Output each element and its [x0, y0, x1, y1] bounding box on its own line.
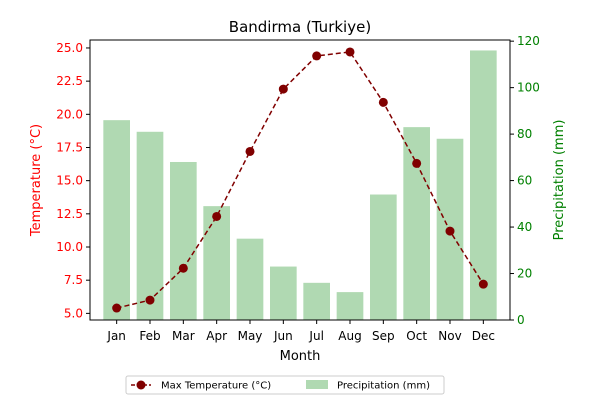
temperature-point-jan — [112, 303, 122, 313]
temperature-point-nov — [445, 226, 455, 236]
right-y-axis-label: Precipitation (mm) — [552, 120, 567, 241]
right-y-tick-label: 120 — [517, 34, 540, 48]
x-tick-label: Jul — [308, 329, 323, 343]
left-y-tick-label: 7.5 — [64, 273, 83, 287]
precipitation-bar-may — [236, 238, 264, 320]
right-y-axis: 0 20 40 60 80 100 120 — [510, 34, 540, 327]
left-y-axis: 5.0 7.5 10.0 12.5 15.0 17.5 20.0 22.5 25.0 — [56, 41, 90, 320]
precipitation-bar-dec — [470, 50, 497, 321]
left-y-tick-label: 20.0 — [56, 107, 83, 121]
temperature-point-apr — [212, 211, 222, 221]
right-y-tick-label: 0 — [517, 313, 525, 327]
x-tick-label: Mar — [172, 329, 195, 343]
legend-entry-precipitation: Precipitation (mm) — [337, 381, 430, 392]
legend-entry-temperature: Max Temperature (°C) — [161, 381, 271, 392]
precipitation-bar-jul — [303, 282, 330, 320]
x-tick-label: Aug — [338, 329, 361, 343]
temperature-point-jun — [278, 84, 288, 94]
left-y-tick-label: 22.5 — [56, 74, 83, 88]
x-axis: Jan Feb Mar Apr May Jun Jul Aug Sep Oct Nov Dec — [106, 320, 495, 343]
right-y-tick-label: 100 — [517, 81, 540, 95]
x-tick-label: Feb — [139, 329, 160, 343]
temperature-point-aug — [345, 47, 355, 57]
left-y-tick-label: 10.0 — [56, 240, 83, 254]
temperature-point-jul — [312, 51, 322, 61]
x-tick-label: Sep — [372, 329, 395, 343]
left-y-tick-label: 15.0 — [56, 174, 83, 188]
x-tick-label: Jun — [273, 329, 293, 343]
x-tick-label: Nov — [438, 329, 461, 343]
left-y-tick-label: 17.5 — [56, 140, 83, 154]
precipitation-bar-aug — [336, 292, 364, 320]
legend-bar-swatch — [306, 380, 328, 389]
right-y-tick-label: 80 — [517, 127, 532, 141]
x-tick-label: Jan — [106, 329, 126, 343]
x-tick-label: May — [238, 329, 263, 343]
temperature-point-may — [245, 146, 255, 156]
precipitation-bar-apr — [203, 206, 230, 320]
temperature-line-series — [112, 47, 488, 313]
left-y-tick-label: 12.5 — [56, 207, 83, 221]
temperature-point-feb — [145, 295, 155, 305]
legend-marker-swatch — [136, 380, 146, 390]
right-y-tick-label: 40 — [517, 220, 532, 234]
precipitation-bar-jun — [270, 266, 297, 320]
temperature-point-sep — [378, 97, 388, 107]
precipitation-bar-mar — [170, 161, 197, 320]
right-y-tick-label: 20 — [517, 267, 532, 281]
precipitation-bars — [103, 50, 497, 321]
temperature-point-dec — [478, 279, 488, 289]
x-tick-label: Dec — [472, 329, 495, 343]
temperature-point-oct — [412, 158, 422, 168]
chart-title: Bandirma (Turkiye) — [229, 18, 371, 36]
temperature-line — [116, 51, 484, 309]
precipitation-bar-oct — [403, 127, 430, 320]
precipitation-bar-feb — [136, 131, 164, 320]
precipitation-bar-sep — [370, 194, 397, 320]
x-tick-label: Apr — [206, 329, 227, 343]
legend-frame — [125, 375, 445, 395]
plot-area-frame — [89, 39, 511, 321]
left-y-tick-label: 25.0 — [56, 41, 83, 55]
temperature-point-mar — [178, 263, 188, 273]
precipitation-bar-jan — [103, 120, 130, 320]
left-y-tick-label: 5.0 — [64, 306, 83, 320]
right-y-tick-label: 60 — [517, 174, 532, 188]
x-axis-label: Month — [280, 349, 321, 364]
legend: Max Temperature (°C) Precipitation (mm) — [125, 375, 445, 395]
x-tick-label: Oct — [406, 329, 427, 343]
left-y-axis-label: Temperature (°C) — [29, 124, 44, 237]
